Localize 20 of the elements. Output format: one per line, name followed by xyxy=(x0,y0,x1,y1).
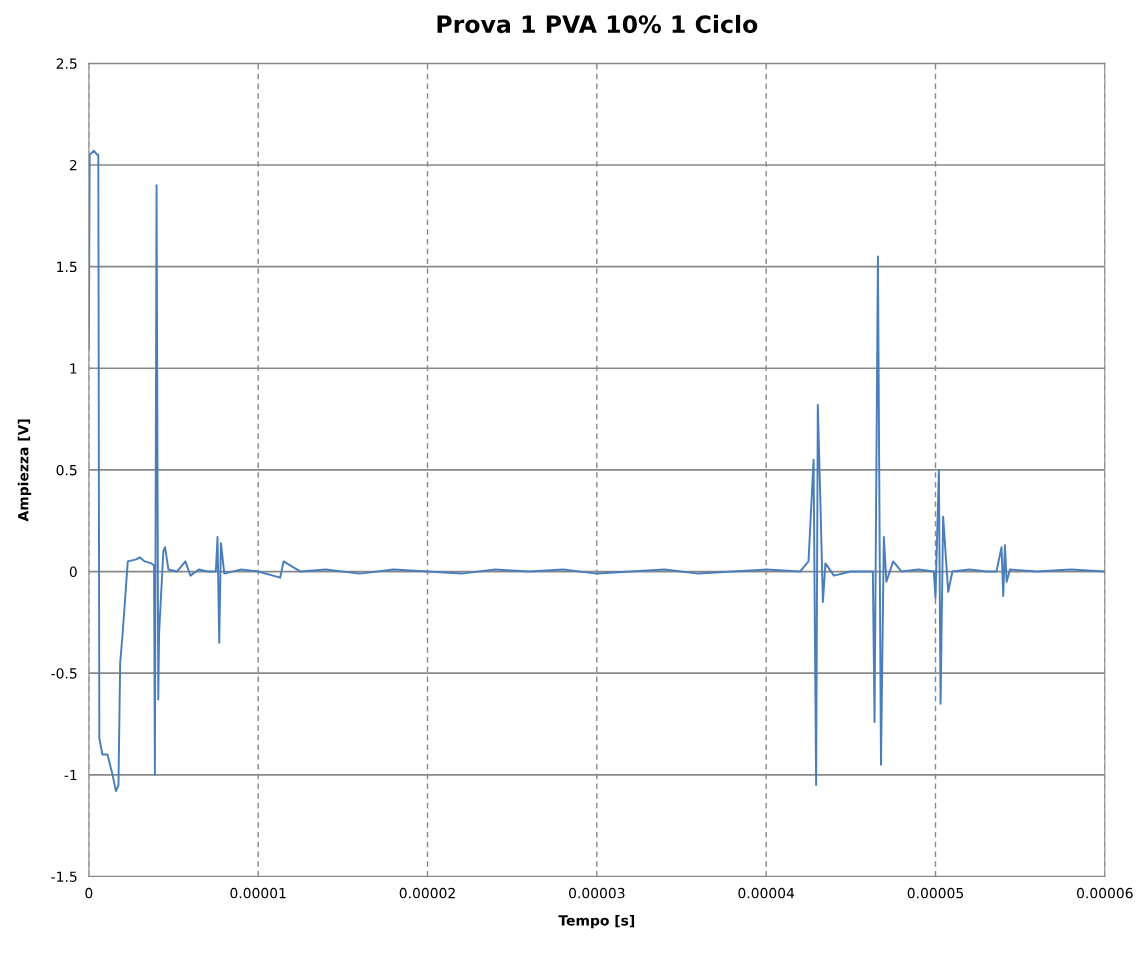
chart-title: Prova 1 PVA 10% 1 Ciclo xyxy=(437,14,758,34)
y-tick-label: 0.5 xyxy=(56,464,77,476)
x-tick-label: 0.00002 xyxy=(399,887,455,899)
x-tick-label: 0.00004 xyxy=(738,887,795,899)
y-tick-label: -1.5 xyxy=(51,871,77,882)
y-tick-label: 1 xyxy=(70,363,77,374)
x-tick-label: 0.00005 xyxy=(907,887,963,899)
y-tick-label: 2 xyxy=(69,159,77,171)
line-series xyxy=(88,149,1105,793)
x-axis-title: Tempo [s] xyxy=(558,914,635,929)
x-tick-label: 0.00003 xyxy=(569,887,625,899)
y-tick-label: 0 xyxy=(69,566,77,578)
x-tick-label: 0 xyxy=(85,887,93,899)
y-tick-label: -1 xyxy=(64,769,77,781)
y-axis-title: Ampiezza [V] xyxy=(17,419,32,522)
x-tick-label: 0.00006 xyxy=(1077,887,1133,899)
y-tick-label: -0.5 xyxy=(51,668,77,679)
y-tick-label: 2.5 xyxy=(56,58,77,69)
x-tick-label: 0.00001 xyxy=(230,887,286,899)
y-tick-label: 1.5 xyxy=(57,261,77,273)
